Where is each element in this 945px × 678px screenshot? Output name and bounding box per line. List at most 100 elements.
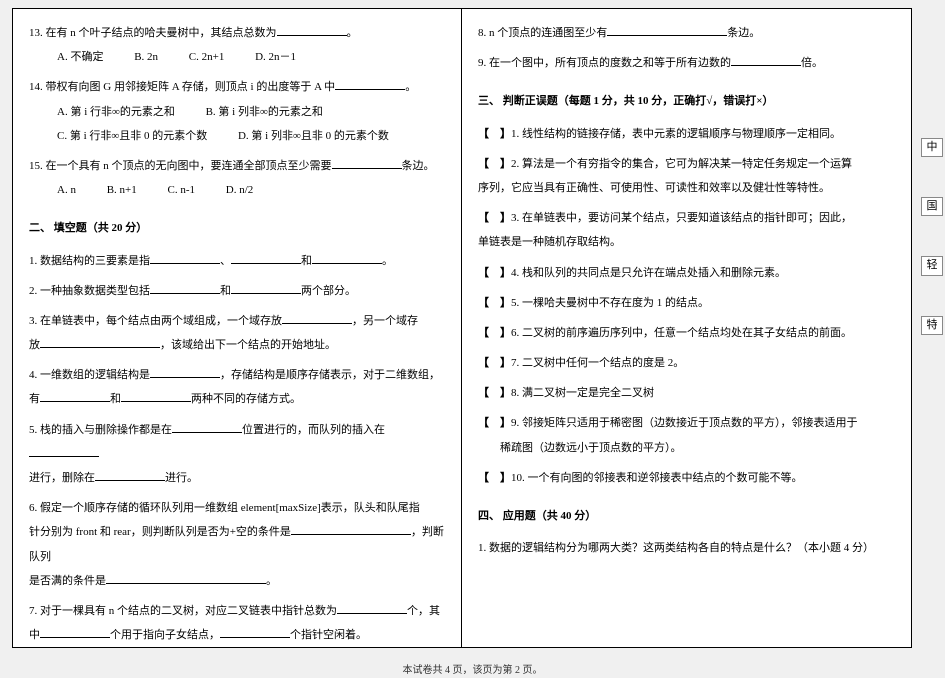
r8b: 条边。 xyxy=(727,27,760,39)
tf-5: 【 】5. 一棵哈夫曼树中不存在度为 1 的结点。 xyxy=(478,291,895,315)
r8a: 8. n 个顶点的连通图至少有 xyxy=(478,27,607,39)
blank xyxy=(332,155,402,169)
f4b: ，存储结构是顺序存储表示，对于二维数组， xyxy=(220,369,440,381)
tf-4: 【 】4. 栈和队列的共同点是只允许在端点处插入和删除元素。 xyxy=(478,261,895,285)
q13-opt-b: B. 2n xyxy=(134,51,158,63)
f5b: 位置进行的，而队列的插入在 xyxy=(242,424,385,436)
blank xyxy=(277,22,347,36)
t2b: 序列，它应当具有正确性、可使用性、可读性和效率以及健壮性等特性。 xyxy=(478,182,830,194)
t7: 7. 二叉树中任何一个结点的度是 2。 xyxy=(511,357,684,369)
q14-opt-a: A. 第 i 行非∞的元素之和 xyxy=(57,106,175,118)
t2a: 2. 算法是一个有穷指令的集合，它可为解决某一特定任务规定一个运算 xyxy=(511,158,852,170)
blank xyxy=(40,624,110,638)
bracket: 【 】 xyxy=(478,212,511,224)
fill-6: 6. 假定一个顺序存储的循环队列用一维数组 element[maxSize]表示… xyxy=(29,496,445,593)
f4a: 4. 一维数组的逻辑结构是 xyxy=(29,369,150,381)
bracket: 【 】 xyxy=(478,297,511,309)
tf-2: 【 】2. 算法是一个有穷指令的集合，它可为解决某一特定任务规定一个运算序列，它… xyxy=(478,152,895,200)
r9b: 倍。 xyxy=(801,57,823,69)
blank xyxy=(106,570,266,584)
q15-opt-b: B. n+1 xyxy=(107,184,137,196)
blank xyxy=(40,388,110,402)
f5d: 进行。 xyxy=(165,472,198,484)
q13-opt-d: D. 2n－1 xyxy=(255,51,296,63)
t4: 4. 栈和队列的共同点是只允许在端点处插入和删除元素。 xyxy=(511,267,786,279)
f6d: 是否满的条件是 xyxy=(29,575,106,587)
side-tab-2[interactable]: 国 xyxy=(921,197,943,216)
tf-6: 【 】6. 二叉树的前序遍历序列中，任意一个结点均处在其子女结点的前面。 xyxy=(478,321,895,345)
blank xyxy=(337,600,407,614)
f7c: 中 xyxy=(29,629,40,641)
blank xyxy=(29,443,99,457)
page-footer: 本试卷共 4 页，该页为第 2 页。 xyxy=(0,661,945,676)
blank xyxy=(121,388,191,402)
f7a: 7. 对于一棵具有 n 个结点的二叉树，对应二叉链表中指针总数为 xyxy=(29,605,337,617)
fill-5: 5. 栈的插入与删除操作都是在 位置进行的，而队列的插入在 进行，删除在 进行。 xyxy=(29,418,445,491)
side-tab-1[interactable]: 中 xyxy=(921,138,943,157)
t6: 6. 二叉树的前序遍历序列中，任意一个结点均处在其子女结点的前面。 xyxy=(511,327,852,339)
bracket: 【 】 xyxy=(478,128,511,140)
blank xyxy=(231,250,301,264)
fill-1: 1. 数据结构的三要素是指、和。 xyxy=(29,249,445,273)
q13-text: 13. 在有 n 个叶子结点的哈夫曼树中，其结点总数为 xyxy=(29,27,277,39)
t1: 1. 线性结构的链接存储，表中元素的逻辑顺序与物理顺序一定相同。 xyxy=(511,128,841,140)
tf-8: 【 】8. 满二叉树一定是完全二叉树 xyxy=(478,381,895,405)
f6a: 6. 假定一个顺序存储的循环队列用一维数组 element[maxSize]表示… xyxy=(29,502,420,514)
bracket: 【 】 xyxy=(478,267,511,279)
q13-tail: 。 xyxy=(347,27,358,39)
f1d: 。 xyxy=(382,255,393,267)
blank xyxy=(220,624,290,638)
f4d: 和 xyxy=(110,393,121,405)
f5c: 进行，删除在 xyxy=(29,472,95,484)
side-tab-3[interactable]: 轻 xyxy=(921,256,943,275)
blank xyxy=(312,250,382,264)
f4e: 两种不同的存储方式。 xyxy=(191,393,301,405)
q15-tail: 条边。 xyxy=(402,160,435,172)
bracket: 【 】 xyxy=(478,158,511,170)
q15-text: 15. 在一个具有 n 个顶点的无向图中，要连通全部顶点至少需要 xyxy=(29,160,332,172)
blank xyxy=(231,280,301,294)
bracket: 【 】 xyxy=(478,357,511,369)
tf-3: 【 】3. 在单链表中，要访问某个结点，只要知道该结点的指针即可；因此， 单链表是… xyxy=(478,206,895,254)
f3c: 放 xyxy=(29,339,40,351)
side-tab-4[interactable]: 特 xyxy=(921,316,943,335)
blank xyxy=(172,419,242,433)
q14-opt-d: D. 第 i 列非∞且非 0 的元素个数 xyxy=(238,130,389,142)
blank xyxy=(731,52,801,66)
blank xyxy=(282,310,352,324)
r9a: 9. 在一个图中，所有顶点的度数之和等于所有边数的 xyxy=(478,57,731,69)
bracket: 【 】 xyxy=(478,387,511,399)
bracket: 【 】 xyxy=(478,472,511,484)
app-1: 1. 数据的逻辑结构分为哪两大类？这两类结构各自的特点是什么？（本小题 4 分） xyxy=(478,536,895,560)
fill-2: 2. 一种抽象数据类型包括和两个部分。 xyxy=(29,279,445,303)
f3b: ，另一个域存 xyxy=(352,315,418,327)
fill-7: 7. 对于一棵具有 n 个结点的二叉树，对应二叉链表中指针总数为个，其 中个用于… xyxy=(29,599,445,647)
f7e: 个指针空闲着。 xyxy=(290,629,367,641)
f3d: ，该域给出下一个结点的开始地址。 xyxy=(160,339,336,351)
q15-options: A. n B. n+1 C. n-1 D. n/2 xyxy=(29,178,445,202)
tf-9: 【 】9. 邻接矩阵只适用于稀密图（边数接近于顶点数的平方），邻接表适用于 稀疏… xyxy=(478,411,895,459)
section-3-title: 三、 判断正误题（每题 1 分，共 10 分，正确打√，错误打×） xyxy=(478,89,895,113)
q13-opt-a: A. 不确定 xyxy=(57,51,103,63)
q13-options: A. 不确定 B. 2n C. 2n+1 D. 2n－1 xyxy=(29,45,445,69)
q14-tail: 。 xyxy=(405,81,416,93)
fill-3: 3. 在单链表中，每个结点由两个域组成，一个域存放 ，另一个域存 放 ，该域给出下一… xyxy=(29,309,445,357)
f6e: 。 xyxy=(266,575,277,587)
q15-opt-c: C. n-1 xyxy=(168,184,196,196)
bracket: 【 】 xyxy=(478,327,511,339)
side-tabs: 中 国 轻 特 xyxy=(921,138,943,375)
f7d: 个用于指向子女结点， xyxy=(110,629,220,641)
blank xyxy=(291,521,411,535)
t3b: 单链表是一种随机存取结构。 xyxy=(478,236,621,248)
right-column: 8. n 个顶点的连通图至少有 条边。 9. 在一个图中，所有顶点的度数之和等于所… xyxy=(462,9,911,647)
q15-opt-d: D. n/2 xyxy=(226,184,254,196)
f5a: 5. 栈的插入与删除操作都是在 xyxy=(29,424,172,436)
t9b: 稀疏图（边数远小于顶点数的平方）。 xyxy=(500,442,682,454)
f3a: 3. 在单链表中，每个结点由两个域组成，一个域存放 xyxy=(29,315,282,327)
q15-opt-a: A. n xyxy=(57,184,76,196)
t5: 5. 一棵哈夫曼树中不存在度为 1 的结点。 xyxy=(511,297,709,309)
t3a: 3. 在单链表中，要访问某个结点，只要知道该结点的指针即可；因此， xyxy=(511,212,852,224)
blank xyxy=(150,364,220,378)
q14-text: 14. 带权有向图 G 用邻接矩阵 A 存储，则顶点 i 的出度等于 A 中 xyxy=(29,81,335,93)
f2b: 和 xyxy=(220,285,231,297)
